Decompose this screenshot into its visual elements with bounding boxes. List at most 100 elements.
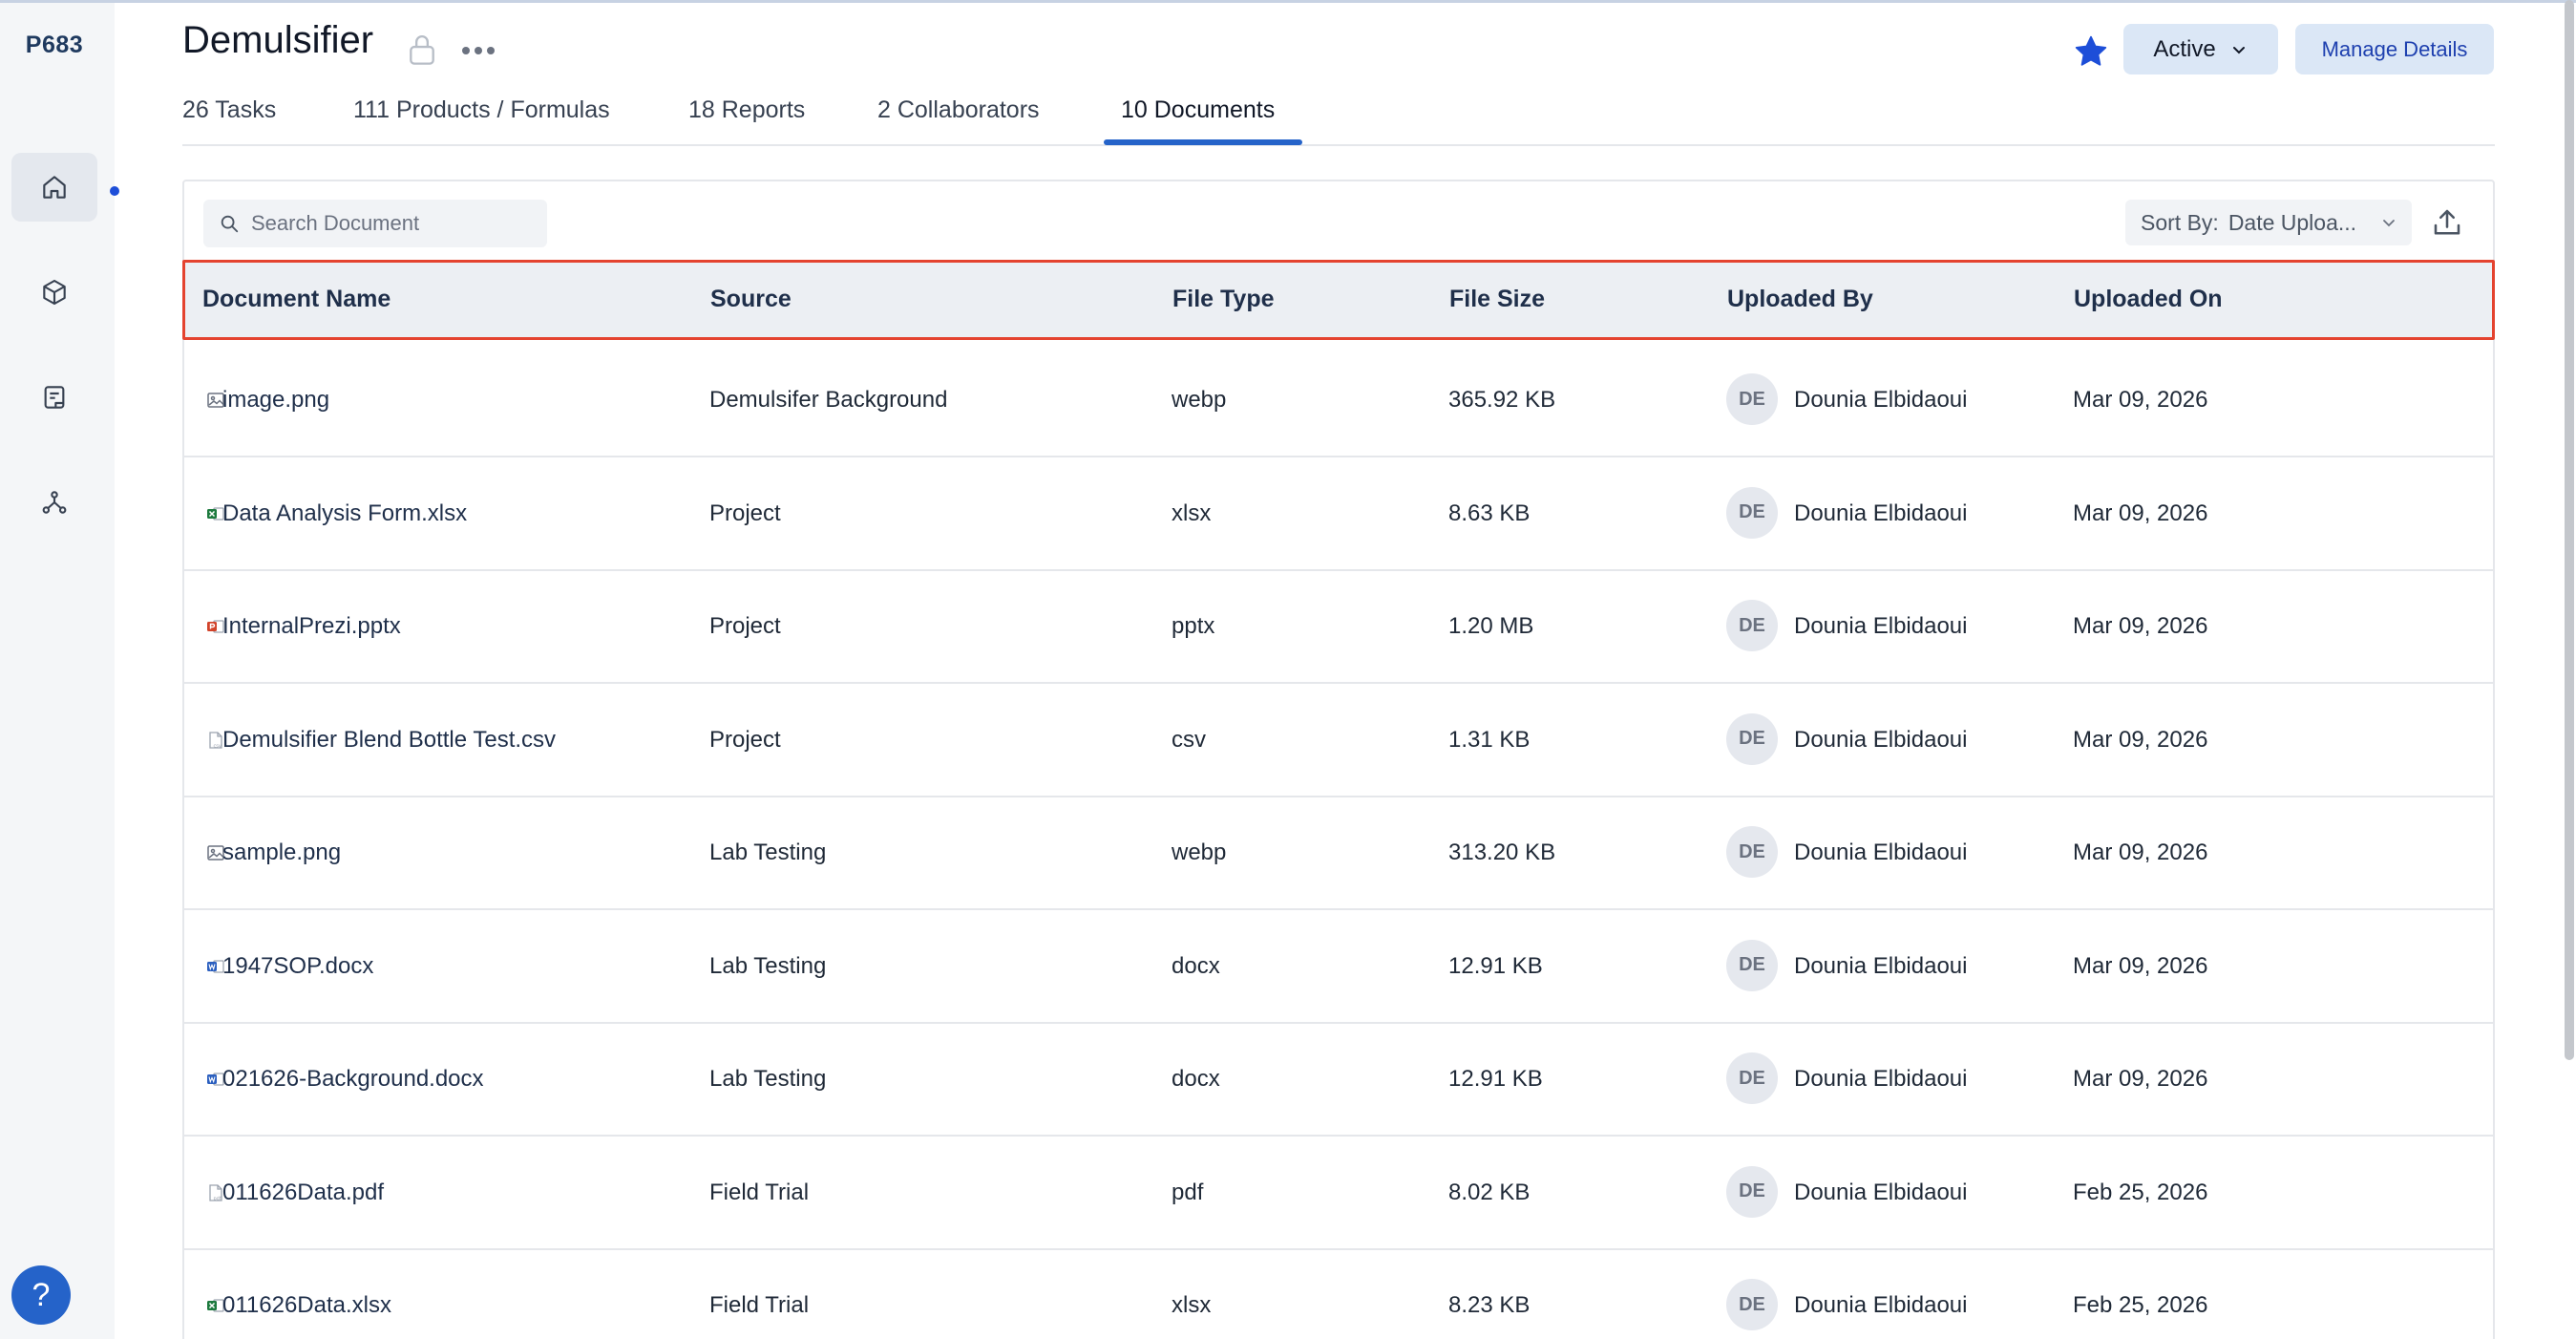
avatar: DE bbox=[1726, 939, 1778, 991]
table-row[interactable]: Data Analysis Form.xlsx Project xlsx 8.63 K… bbox=[184, 458, 2493, 571]
cell-type: pptx bbox=[1172, 613, 1215, 639]
avatar: DE bbox=[1726, 1052, 1778, 1104]
cell-uploader: Dounia Elbidaoui bbox=[1794, 726, 1968, 753]
cell-size: 313.20 KB bbox=[1448, 840, 1556, 865]
cell-source: Lab Testing bbox=[709, 952, 827, 979]
tab-products-formulas[interactable]: 111 Products / Formulas bbox=[353, 96, 610, 123]
cell-uploader: Dounia Elbidaoui bbox=[1794, 1179, 1968, 1205]
sort-label: Sort By: bbox=[2141, 209, 2219, 235]
table-row[interactable]: InternalPrezi.pptx Project pptx 1.20 MB Doun… bbox=[184, 571, 2493, 684]
cell-name[interactable]: sample.png bbox=[222, 840, 342, 865]
manage-details-button[interactable]: Manage Details bbox=[2295, 24, 2494, 74]
table-row[interactable]: 021626-Background.docx Lab Testing docx 12.… bbox=[184, 1024, 2493, 1137]
cell-name[interactable]: Demulsifier Blend Bottle Test.csv bbox=[222, 726, 557, 753]
cube-icon bbox=[43, 279, 66, 306]
column-header-file-type[interactable]: File Type bbox=[1172, 286, 1275, 312]
network-icon bbox=[42, 491, 67, 514]
cell-source: Field Trial bbox=[709, 1292, 810, 1318]
table-row[interactable]: 1947SOP.docx Lab Testing docx 12.91 KB Douni… bbox=[184, 911, 2493, 1024]
cell-uploader: Dounia Elbidaoui bbox=[1794, 499, 1968, 526]
cell-type: docx bbox=[1172, 952, 1220, 979]
cell-source: Project bbox=[709, 726, 781, 753]
active-tab-underline bbox=[1104, 139, 1302, 145]
table-row[interactable]: sample.png Lab Testing webp 313.20 KB Dounia… bbox=[184, 797, 2493, 910]
cell-uploader: Dounia Elbidaoui bbox=[1794, 1066, 1968, 1092]
sidebar-item-network[interactable] bbox=[11, 468, 97, 537]
sort-value: Date Uploa... bbox=[2228, 209, 2357, 235]
cell-date: Mar 09, 2026 bbox=[2073, 952, 2208, 979]
powerpoint-file-icon bbox=[205, 616, 226, 637]
cell-type: docx bbox=[1172, 1066, 1220, 1092]
cell-source: Lab Testing bbox=[709, 840, 827, 865]
project-code: P683 bbox=[25, 32, 84, 58]
cell-name[interactable]: 011626Data.xlsx bbox=[222, 1292, 391, 1318]
tab-collaborators[interactable]: 2 Collaborators bbox=[877, 96, 1040, 123]
cell-size: 365.92 KB bbox=[1448, 387, 1556, 413]
tab-documents[interactable]: 10 Documents bbox=[1121, 96, 1276, 123]
svg-text:csv: csv bbox=[214, 743, 222, 749]
column-header-source[interactable]: Source bbox=[710, 286, 792, 312]
home-icon bbox=[43, 176, 66, 199]
excel-file-icon bbox=[205, 503, 226, 524]
cell-name[interactable]: 011626Data.pdf bbox=[222, 1179, 385, 1205]
table-row[interactable]: pdf 011626Data.pdf Field Trial pdf 8.02 KB Do… bbox=[184, 1137, 2493, 1250]
word-file-icon bbox=[205, 956, 226, 977]
more-options-icon[interactable] bbox=[460, 34, 496, 67]
cell-date: Feb 25, 2026 bbox=[2073, 1179, 2208, 1205]
cell-name[interactable]: Data Analysis Form.xlsx bbox=[222, 499, 468, 526]
cell-type: pdf bbox=[1172, 1179, 1204, 1205]
sidebar-item-products[interactable] bbox=[11, 258, 97, 327]
cell-type: webp bbox=[1172, 840, 1227, 865]
column-header-document-name[interactable]: Document Name bbox=[202, 286, 391, 312]
tab-bar: 26 Tasks 111 Products / Formulas 18 Repo… bbox=[182, 91, 2495, 146]
table-row[interactable]: image.png Demulsifer Background webp 365.92… bbox=[184, 345, 2493, 457]
column-header-uploaded-on[interactable]: Uploaded On bbox=[2074, 286, 2223, 312]
cell-date: Mar 09, 2026 bbox=[2073, 613, 2208, 639]
cell-name[interactable]: image.png bbox=[222, 387, 330, 413]
avatar: DE bbox=[1726, 600, 1778, 651]
tab-tasks[interactable]: 26 Tasks bbox=[182, 96, 277, 123]
excel-file-icon bbox=[205, 1295, 226, 1316]
table-row[interactable]: 011626Data.xlsx Field Trial xlsx 8.23 KB Dou… bbox=[184, 1250, 2493, 1339]
image-file-icon bbox=[205, 842, 226, 863]
cell-source: Lab Testing bbox=[709, 1066, 827, 1092]
avatar: DE bbox=[1726, 826, 1778, 878]
page-scrollbar[interactable] bbox=[2565, 0, 2574, 1060]
cell-name[interactable]: 021626-Background.docx bbox=[222, 1066, 484, 1092]
word-file-icon bbox=[205, 1069, 226, 1090]
cell-size: 1.20 MB bbox=[1448, 613, 1534, 639]
sidebar: P683 ? bbox=[0, 3, 119, 1339]
chevron-down-icon bbox=[2383, 220, 2395, 227]
table-row[interactable]: csv Demulsifier Blend Bottle Test.csv Proj… bbox=[184, 685, 2493, 797]
chevron-down-icon bbox=[2232, 46, 2245, 53]
column-header-uploaded-by[interactable]: Uploaded By bbox=[1727, 286, 1873, 312]
cell-size: 8.63 KB bbox=[1448, 499, 1531, 526]
cell-date: Feb 25, 2026 bbox=[2073, 1292, 2208, 1318]
sidebar-item-home[interactable] bbox=[11, 153, 97, 222]
tab-reports[interactable]: 18 Reports bbox=[688, 96, 806, 123]
cell-uploader: Dounia Elbidaoui bbox=[1794, 387, 1968, 413]
cell-type: csv bbox=[1172, 726, 1206, 753]
avatar: DE bbox=[1726, 1165, 1778, 1218]
active-indicator-dot bbox=[110, 186, 119, 196]
documents-panel: Sort By: Date Uploa... Document Name Sou… bbox=[182, 180, 2495, 1339]
cell-source: Project bbox=[709, 499, 781, 526]
lock-icon[interactable] bbox=[405, 32, 439, 68]
cell-name[interactable]: 1947SOP.docx bbox=[222, 952, 374, 979]
pdf-file-icon: pdf bbox=[205, 1182, 226, 1203]
upload-icon[interactable] bbox=[2430, 204, 2464, 241]
sidebar-item-reports[interactable] bbox=[11, 363, 97, 432]
status-dropdown[interactable]: Active bbox=[2123, 24, 2278, 74]
favorite-star-icon[interactable] bbox=[2072, 32, 2110, 71]
help-button[interactable]: ? bbox=[11, 1265, 71, 1325]
search-icon bbox=[221, 215, 239, 233]
cell-uploader: Dounia Elbidaoui bbox=[1794, 952, 1968, 979]
column-header-file-size[interactable]: File Size bbox=[1449, 286, 1546, 312]
cell-source: Project bbox=[709, 613, 781, 639]
sort-dropdown[interactable]: Sort By: Date Uploa... bbox=[2125, 200, 2412, 245]
search-input[interactable] bbox=[251, 211, 518, 236]
cell-name[interactable]: InternalPrezi.pptx bbox=[222, 613, 401, 639]
table-header: Document Name Source File Type File Size… bbox=[182, 260, 2495, 340]
cell-type: webp bbox=[1172, 387, 1227, 413]
